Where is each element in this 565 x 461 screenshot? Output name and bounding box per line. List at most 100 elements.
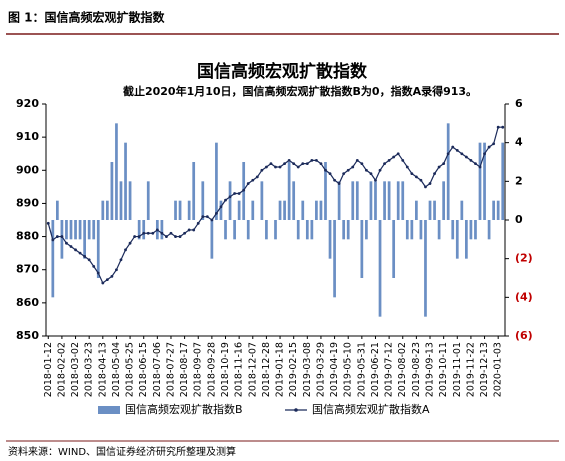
bar	[419, 220, 423, 240]
bar	[483, 142, 486, 220]
x-tick-label: 2018-10-19	[220, 342, 231, 397]
x-tick-label: 2018-07-06	[152, 342, 163, 397]
y2-tick-label: 6	[515, 97, 523, 110]
line-marker	[269, 162, 273, 166]
x-tick-label: 2018-01-12	[43, 342, 54, 397]
x-tick-label: 2019-01-18	[275, 342, 286, 397]
x-tick-label: 2019-11-01	[452, 342, 463, 397]
bar	[319, 200, 323, 220]
bar	[455, 220, 459, 259]
line-marker	[265, 165, 268, 169]
line-marker	[192, 228, 196, 232]
line-marker	[492, 142, 496, 146]
line-marker	[96, 271, 100, 275]
y2-tick-label: (2)	[515, 252, 533, 265]
line-marker	[460, 152, 464, 156]
bar	[465, 220, 468, 259]
bar	[201, 181, 205, 220]
line-marker	[155, 228, 159, 232]
line-marker	[360, 162, 364, 166]
bar	[105, 200, 109, 220]
bar	[333, 220, 336, 298]
bar	[65, 220, 68, 240]
bar	[128, 181, 132, 220]
line-marker	[210, 218, 214, 222]
line-marker	[305, 162, 309, 166]
x-tick-label: 2019-02-15	[288, 342, 299, 397]
bar	[178, 200, 182, 220]
line-marker	[128, 241, 132, 245]
line-marker	[224, 198, 227, 202]
bar	[315, 200, 318, 220]
line-marker	[233, 192, 236, 195]
line-marker	[446, 152, 450, 156]
line-marker	[287, 158, 291, 162]
bar	[428, 200, 432, 220]
bar	[346, 220, 350, 240]
line-marker	[278, 165, 282, 169]
x-tick-label: 2018-09-28	[206, 342, 217, 397]
x-tick-label: 2018-05-04	[111, 342, 122, 397]
bar	[187, 200, 191, 220]
line-marker	[424, 185, 427, 189]
legend-label: 国信高频宏观扩散指数B	[125, 402, 243, 416]
source-note: 资料来源：WIND、国信证券经济研究所整理及测算	[8, 445, 236, 458]
line-marker	[196, 221, 200, 225]
line-marker	[60, 235, 64, 238]
bar	[146, 181, 150, 220]
line-marker	[105, 278, 109, 282]
bar	[124, 142, 127, 220]
bar	[501, 142, 505, 220]
x-tick-label: 2019-03-08	[302, 342, 313, 397]
line-marker	[246, 182, 250, 185]
bar	[496, 200, 500, 220]
bar	[160, 220, 164, 240]
line-marker	[469, 158, 473, 162]
bar	[51, 220, 55, 298]
line-marker	[165, 235, 168, 238]
line-marker	[392, 155, 396, 159]
bar	[433, 200, 436, 220]
line-marker	[169, 231, 173, 235]
bar	[324, 162, 327, 220]
line-marker	[405, 165, 409, 169]
line-marker	[178, 235, 182, 238]
bar	[228, 181, 232, 220]
line-marker	[414, 175, 418, 179]
x-tick-label: 2019-05-10	[343, 342, 354, 397]
line-marker	[205, 215, 209, 219]
bar	[210, 220, 214, 259]
bar	[296, 220, 300, 240]
line-marker	[55, 235, 59, 238]
bar	[55, 200, 59, 220]
bar	[283, 200, 286, 220]
x-tick-label: 2018-02-02	[56, 342, 67, 397]
bar	[215, 142, 218, 220]
line-marker	[442, 162, 446, 166]
line-marker	[328, 172, 332, 176]
bar	[305, 220, 309, 240]
x-tick-label: 2018-08-17	[179, 342, 190, 397]
line-marker	[228, 195, 232, 199]
line-marker	[374, 178, 377, 182]
bar	[301, 200, 305, 220]
bar	[405, 220, 409, 240]
line-marker	[74, 248, 77, 252]
line-marker	[324, 168, 327, 172]
bar	[74, 220, 77, 240]
line-marker	[92, 265, 96, 268]
line-marker	[160, 231, 164, 235]
bar	[137, 220, 141, 240]
bar	[460, 200, 464, 220]
line-marker	[237, 192, 241, 195]
line-marker	[378, 168, 382, 172]
bar	[401, 181, 405, 220]
line-marker	[119, 258, 123, 262]
y-tick-label: 870	[16, 263, 39, 276]
y-tick-label: 910	[16, 130, 39, 143]
line-marker	[333, 178, 336, 182]
line-marker	[342, 172, 346, 176]
x-tick-label: 2019-08-02	[397, 342, 408, 397]
line-marker	[83, 255, 87, 258]
y-tick-label: 850	[16, 329, 39, 342]
